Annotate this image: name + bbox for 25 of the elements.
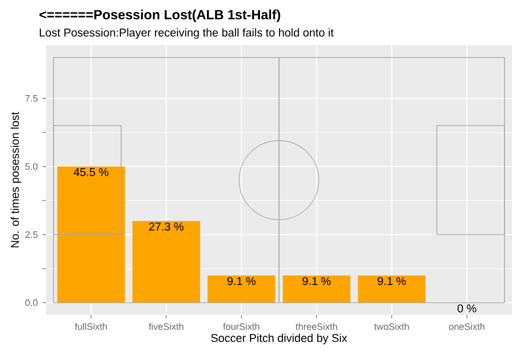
x-tick-label: fiveSixth [148, 323, 184, 330]
y-tick-label: 7.5 [25, 95, 38, 102]
annotation: 0 % [458, 304, 476, 312]
annotation: 9.1 % [378, 277, 406, 286]
chart-title: <======Posession Lost(ALB 1st-Half) [40, 10, 280, 22]
annotation: 27.3 % [149, 222, 184, 231]
bar [358, 275, 426, 303]
y-tick-label: 5.0 [25, 163, 38, 170]
y-tick-label: 0.0 [25, 299, 38, 306]
x-tick-label: fourSixth [223, 323, 260, 330]
y-axis-title: No. of times posession lost [10, 112, 22, 248]
x-tick-label: oneSixth [449, 323, 484, 330]
bar [132, 220, 200, 303]
annotation: 45.5 % [74, 168, 108, 176]
bar [282, 275, 350, 303]
annotation: 9.1 % [227, 277, 256, 286]
x-axis-title: Soccer Pitch divided by Six [211, 334, 348, 344]
y-tick-label: 2.5 [25, 231, 38, 238]
x-tick-label: fullSixth [74, 323, 107, 330]
chart-subtitle: Lost Posession:Player receiving the ball fails to hold onto it [40, 28, 334, 39]
annotation: 9.1 % [302, 277, 331, 286]
x-tick-label: threeSixth [296, 323, 337, 330]
x-tick-label: twoSixth [374, 323, 409, 330]
bar [57, 166, 125, 303]
bar [208, 275, 276, 303]
